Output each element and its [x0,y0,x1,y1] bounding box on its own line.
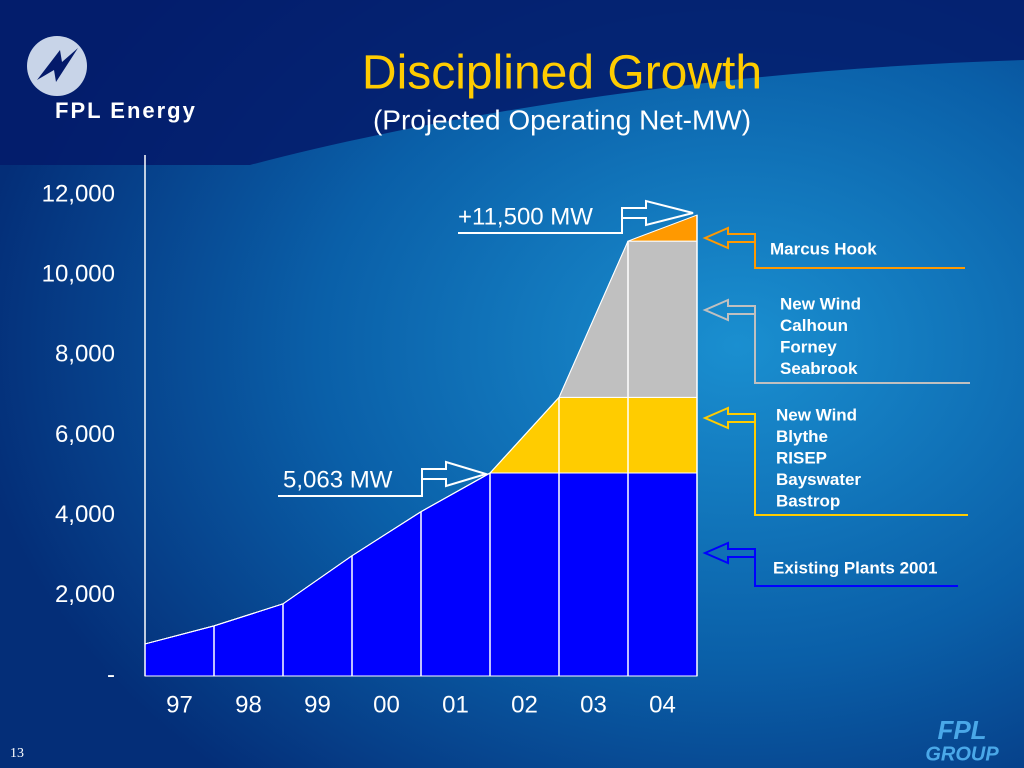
logo-bottom-2: GROUP [925,743,999,765]
legend-label: Blythe [776,427,828,446]
annotation: +11,500 MW [458,203,593,230]
logo-text: FPL Energy [55,98,197,123]
callout-line [278,474,423,497]
x-tick-label: 98 [235,691,262,718]
y-tick-label: 2,000 [55,581,115,608]
logo-bottom-1: FPL [937,715,986,745]
y-tick-label: 8,000 [55,341,115,368]
callout-arrow [421,460,490,488]
legend-label: RISEP [776,448,827,467]
title: Disciplined Growth [362,47,762,100]
y-tick-label: 10,000 [42,261,115,288]
y-tick-label: 6,000 [55,421,115,448]
callout-line [458,213,623,234]
legend-label: Seabrook [780,359,858,378]
x-tick-label: 03 [580,691,607,718]
legend-line [754,238,965,269]
y-tick-label: 4,000 [55,501,115,528]
legend-label: Calhoun [780,316,848,335]
x-tick-label: 04 [649,691,676,718]
legend-label: Marcus Hook [770,239,877,258]
x-tick-label: 02 [511,691,538,718]
x-tick-label: 00 [373,691,400,718]
y-tick-label: - [107,661,115,688]
subtitle: (Projected Operating Net-MW) [373,104,751,135]
x-tick-label: 99 [304,691,331,718]
callout-arrow [621,199,694,227]
legend-label: Existing Plants 2001 [773,558,937,577]
legend-label: Forney [780,337,837,356]
legend-line [754,310,970,384]
page-number: 13 [10,746,24,761]
y-tick-label: 12,000 [42,180,115,207]
legend-label: New Wind [776,405,857,424]
annotation: 5,063 MW [283,466,393,493]
legend-label: Bastrop [776,491,840,510]
legend-line [754,553,958,587]
legend-label: Bayswater [776,470,861,489]
logo-mark [37,48,78,82]
x-tick-label: 01 [442,691,469,718]
x-tick-label: 97 [166,691,193,718]
header-band [0,0,1024,165]
legend-label: New Wind [780,294,861,313]
legend-line [754,418,968,516]
